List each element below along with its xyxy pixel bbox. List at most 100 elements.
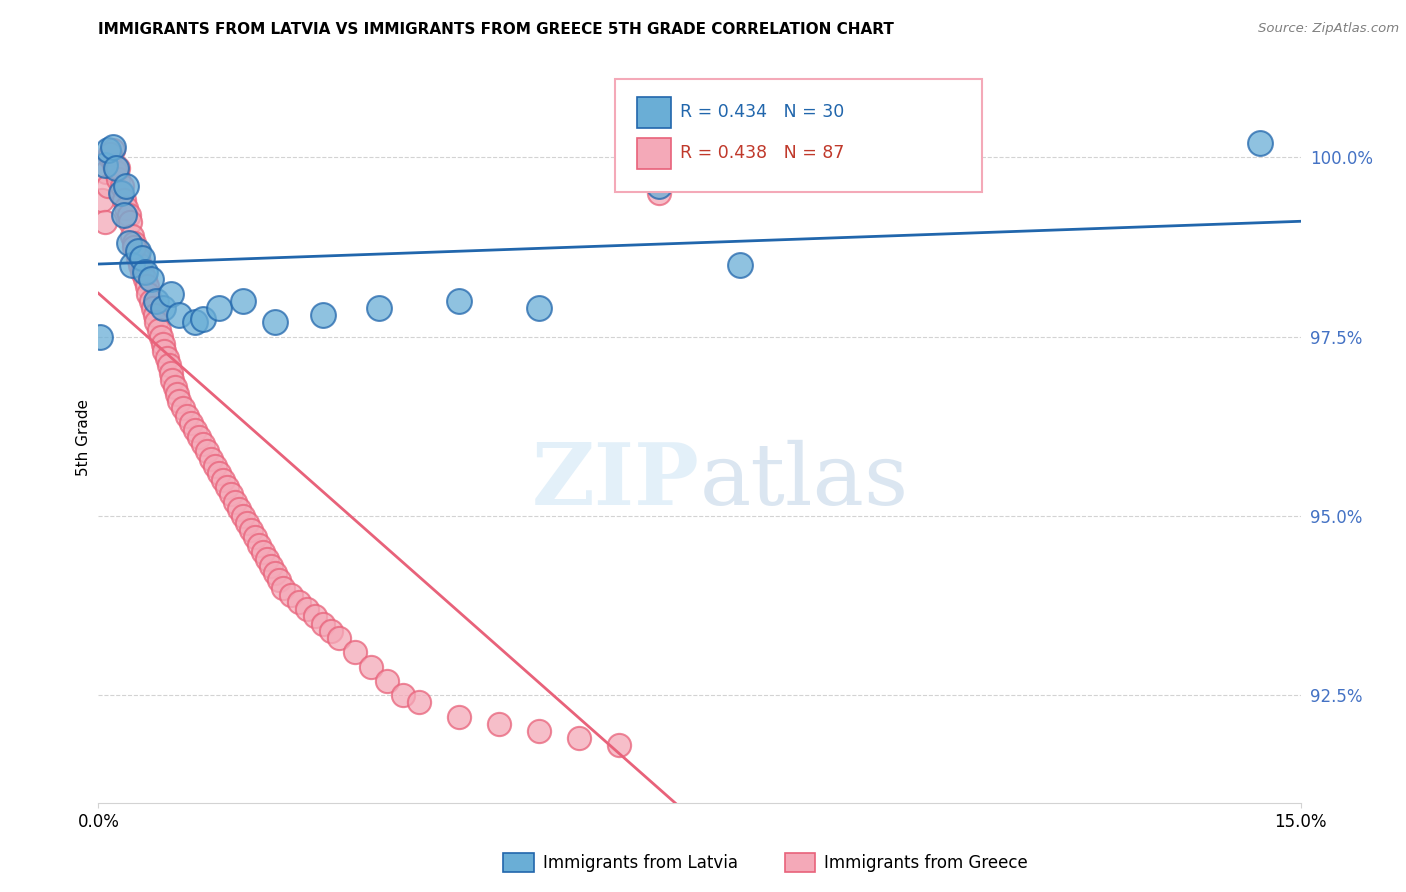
Point [152, 336, 174, 351]
Point [288, 595, 311, 609]
Point [392, 688, 415, 702]
Point [180, 416, 202, 430]
Point [728, 258, 751, 272]
Point [191, 437, 214, 451]
Point [319, 624, 342, 638]
Point [134, 272, 156, 286]
Point [208, 301, 231, 315]
Point [129, 258, 152, 272]
Point [96, 165, 118, 179]
Point [447, 293, 470, 308]
Point [204, 458, 226, 473]
Point [103, 158, 125, 172]
Point [89, 329, 111, 343]
Point [134, 265, 156, 279]
Point [110, 186, 132, 201]
Point [143, 308, 166, 322]
Text: Source: ZipAtlas.com: Source: ZipAtlas.com [1258, 22, 1399, 36]
Point [152, 301, 174, 315]
Point [167, 308, 190, 322]
Point [211, 473, 233, 487]
Point [191, 311, 214, 326]
Point [142, 301, 165, 315]
Point [112, 208, 135, 222]
FancyBboxPatch shape [616, 78, 981, 192]
Point [263, 566, 285, 581]
Point [135, 279, 157, 293]
Point [224, 494, 246, 508]
Point [263, 315, 285, 329]
Point [91, 194, 114, 208]
Point [107, 161, 129, 176]
Point [260, 559, 283, 574]
Point [101, 143, 124, 157]
Point [155, 351, 177, 366]
Point [447, 710, 470, 724]
Point [195, 444, 218, 458]
Point [111, 179, 134, 194]
Point [219, 487, 242, 501]
Point [232, 293, 254, 308]
Point [115, 201, 138, 215]
Point [208, 466, 231, 480]
Point [1250, 136, 1272, 150]
Point [183, 315, 205, 329]
Point [157, 359, 180, 373]
Point [97, 179, 120, 194]
Point [94, 158, 117, 172]
Point [267, 574, 290, 588]
Point [107, 172, 129, 186]
Point [145, 293, 167, 308]
Point [148, 322, 170, 336]
Point [166, 387, 188, 401]
Point [136, 286, 159, 301]
Point [256, 552, 278, 566]
Point [131, 265, 153, 279]
Text: Immigrants from Latvia: Immigrants from Latvia [543, 854, 738, 871]
Point [101, 139, 124, 153]
Point [118, 208, 141, 222]
Point [295, 602, 318, 616]
Point [120, 215, 142, 229]
Point [121, 258, 143, 272]
Point [124, 240, 146, 254]
Point [228, 501, 250, 516]
FancyBboxPatch shape [637, 97, 671, 128]
Point [328, 631, 350, 645]
Point [689, 136, 711, 150]
Point [568, 731, 591, 746]
Point [648, 179, 671, 194]
Point [100, 146, 122, 161]
Point [488, 717, 510, 731]
Point [105, 161, 128, 176]
Point [375, 673, 398, 688]
Point [252, 545, 274, 559]
Y-axis label: 5th Grade: 5th Grade [76, 399, 91, 475]
Point [368, 301, 391, 315]
Point [529, 724, 551, 739]
Point [163, 380, 186, 394]
Point [125, 244, 148, 258]
Point [128, 244, 150, 258]
Point [247, 538, 270, 552]
Point [97, 143, 120, 157]
Point [139, 272, 162, 286]
Point [343, 645, 366, 659]
Text: atlas: atlas [700, 440, 908, 523]
Point [360, 659, 382, 673]
Point [145, 315, 167, 329]
Point [131, 251, 153, 265]
Point [187, 430, 209, 444]
Point [648, 186, 671, 201]
Point [243, 531, 266, 545]
Point [235, 516, 257, 530]
Point [118, 236, 141, 251]
Point [232, 508, 254, 523]
Point [183, 423, 205, 437]
Point [100, 150, 122, 164]
Point [271, 581, 294, 595]
Point [139, 293, 162, 308]
Text: R = 0.434   N = 30: R = 0.434 N = 30 [681, 103, 845, 121]
Point [159, 286, 181, 301]
Point [94, 215, 117, 229]
